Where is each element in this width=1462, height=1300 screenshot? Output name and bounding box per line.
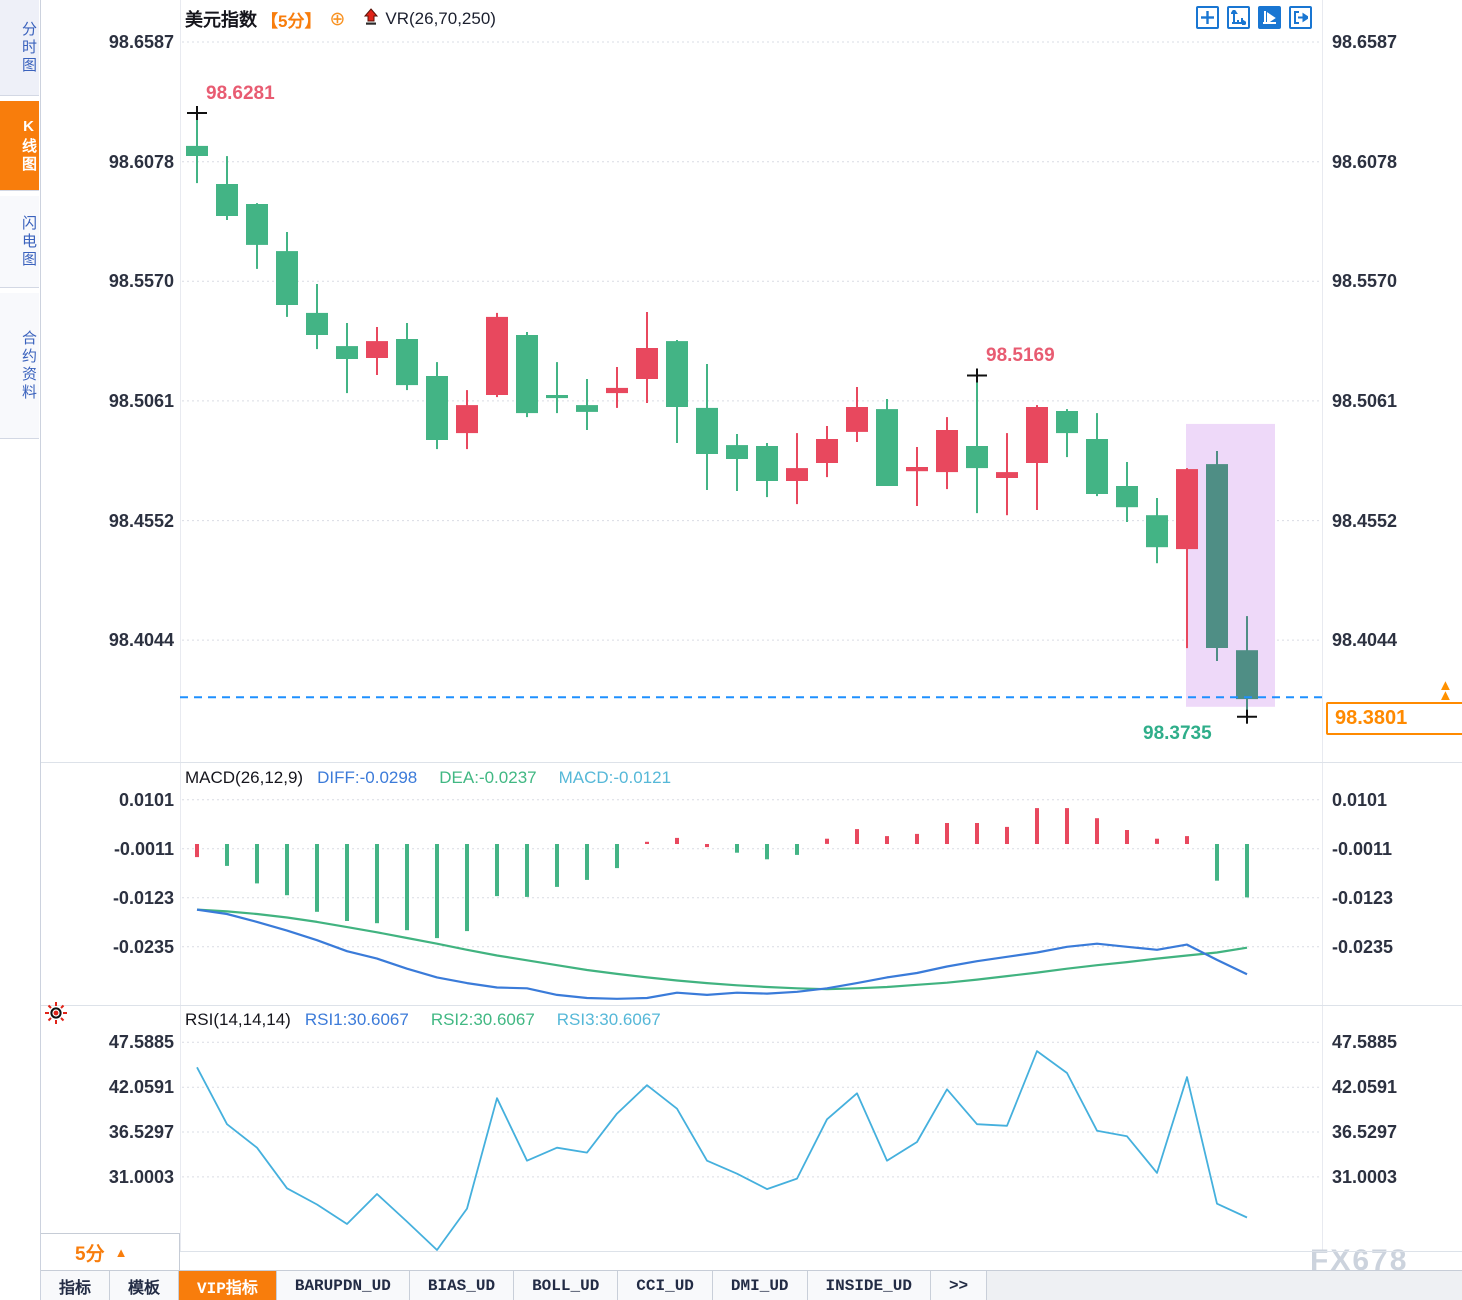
rsi3-value: RSI3:30.6067 (556, 1010, 661, 1029)
axis-tick-label: 98.6078 (1332, 151, 1398, 172)
macd-title: MACD(26,12,9) (185, 768, 304, 787)
axis-tick-label: -0.0011 (113, 838, 174, 859)
macd-header: MACD(26,12,9) DIFF:-0.0298 DEA:-0.0237 M… (185, 766, 671, 790)
vr-indicator-label: VR(26,70,250) (385, 9, 496, 28)
axis-tick-label: -0.0123 (112, 887, 174, 908)
bottom-tab-[interactable]: >> (930, 1271, 988, 1300)
axis-tick-label: 98.5570 (108, 271, 174, 292)
rsi1-value: RSI1:30.6067 (304, 1010, 409, 1029)
axis-tick-label: -0.0011 (1332, 838, 1393, 859)
bottom-tab-[interactable]: 指标 (41, 1271, 111, 1300)
axis-tick-label: 98.5061 (108, 390, 174, 411)
chart-toolbar (1196, 6, 1312, 29)
rsi-title: RSI(14,14,14) (185, 1010, 291, 1029)
axis-tick-label: 98.5570 (1332, 271, 1398, 292)
axis-tick-label: 42.0591 (108, 1077, 174, 1098)
live-indicator-icon (44, 1001, 68, 1030)
high-price-label: 98.6281 (206, 83, 275, 105)
macd-dea-value: DEA:-0.0237 (439, 768, 537, 787)
axis-tick-label: -0.0235 (1332, 936, 1394, 957)
sidebar-tab-2[interactable]: K线图 (0, 101, 39, 191)
sidebar-tab-3[interactable]: 闪电图 (0, 196, 39, 288)
bottom-tab-bollud[interactable]: BOLL_UD (514, 1271, 619, 1300)
bottom-tab-insideud[interactable]: INSIDE_UD (807, 1271, 931, 1300)
sidebar-tab-4[interactable]: 合约资料 (0, 293, 39, 439)
axis-tick-label: 98.4552 (108, 510, 174, 531)
axis-tick-label: 98.6587 (1332, 31, 1398, 52)
chart-header: 美元指数 【5分】 ⊕ VR(26,70,250) (185, 6, 496, 32)
rsi-bottom-separator (40, 1251, 1462, 1252)
sidebar-tab-1[interactable]: 分时图 (0, 0, 39, 96)
axis-tick-label: 98.4044 (108, 630, 174, 651)
period-selector-arrow-icon: ▲ (114, 1244, 128, 1260)
swing-high-price-label: 98.5169 (986, 345, 1055, 367)
axis-tick-label: 98.4044 (1332, 630, 1398, 651)
macd-diff-value: DIFF:-0.0298 (317, 768, 418, 787)
bottom-tab-cciud[interactable]: CCI_UD (618, 1271, 713, 1300)
axis-tick-label: 36.5297 (1332, 1122, 1398, 1143)
rsi-header: RSI(14,14,14) RSI1:30.6067 RSI2:30.6067 … (185, 1008, 661, 1032)
rsi2-value: RSI2:30.6067 (430, 1010, 535, 1029)
bottom-tab-dmiud[interactable]: DMI_UD (712, 1271, 808, 1300)
macd-macd-value: MACD:-0.0121 (558, 768, 672, 787)
period-selector[interactable]: 5分 ▲ (40, 1233, 180, 1270)
period-selector-label: 5分 (75, 1243, 105, 1265)
axis-tick-label: 0.0101 (118, 789, 174, 810)
latest-price-marker-icon: ▲ ▲ (1438, 677, 1453, 705)
axis-tick-label: -0.0235 (112, 936, 174, 957)
indicator-tabbar: 指标 模板 VIP指标 BARUPDN_UD BIAS_UD BOLL_UD CCI_UD D… (0, 1270, 1462, 1300)
period-tag[interactable]: 【5分】 (261, 11, 322, 31)
macd-rsi-separator (40, 1005, 1462, 1006)
bottom-tab-biasud[interactable]: BIAS_UD (409, 1271, 515, 1300)
axis-tick-label: 98.6587 (108, 31, 174, 52)
low-price-label: 98.3735 (1143, 722, 1212, 744)
axis-tick-label: 36.5297 (108, 1122, 174, 1143)
red-up-arrow-icon (363, 7, 379, 31)
axis-tick-label: 31.0003 (108, 1166, 174, 1187)
move-crosshair-icon[interactable] (1196, 6, 1219, 29)
axis-tick-label: 47.5885 (1332, 1032, 1398, 1053)
axis-play-icon[interactable] (1258, 6, 1281, 29)
axis-tick-label: 0.0101 (1332, 789, 1388, 810)
bottom-tab-vip[interactable]: VIP指标 (179, 1271, 277, 1300)
main-macd-separator (40, 762, 1462, 763)
exit-right-icon[interactable] (1289, 6, 1312, 29)
axis-tick-label: 31.0003 (1332, 1166, 1398, 1187)
axis-tick-label: 98.4552 (1332, 510, 1398, 531)
bottom-tab-[interactable]: 模板 (110, 1271, 180, 1300)
axis-scale-icon[interactable] (1227, 6, 1250, 29)
axis-tick-label: -0.0123 (1332, 887, 1394, 908)
current-price-box: 98.3801 (1326, 702, 1462, 736)
plot-right-border (1322, 0, 1323, 1251)
axis-tick-label: 98.6078 (108, 151, 174, 172)
axis-tick-label: 42.0591 (1332, 1077, 1398, 1098)
symbol-name: 美元指数 (185, 10, 257, 30)
axis-tick-label: 98.5061 (1332, 390, 1398, 411)
left-sidebar: 分时图 K线图闪电图合约资料 (0, 0, 41, 1300)
axis-tick-label: 47.5885 (108, 1032, 174, 1053)
add-indicator-icon[interactable]: ⊕ (329, 8, 346, 30)
plot-left-border (180, 0, 181, 1251)
bottom-tab-barupdnud[interactable]: BARUPDN_UD (276, 1271, 410, 1300)
